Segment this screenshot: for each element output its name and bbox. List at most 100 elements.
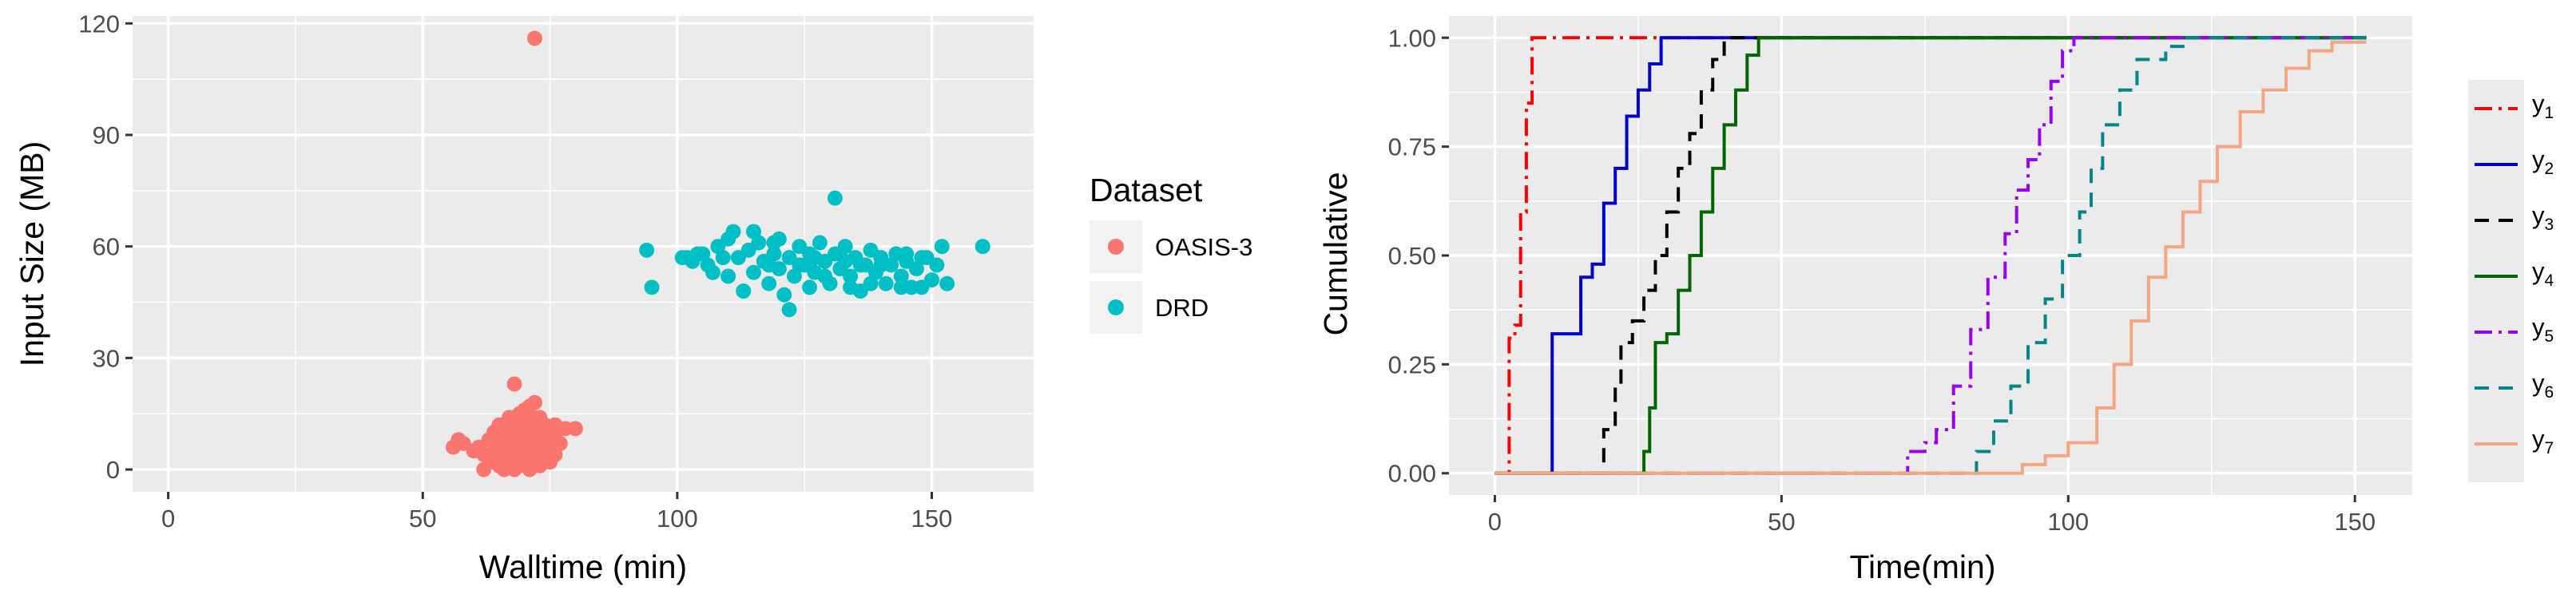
scatter-point bbox=[532, 450, 548, 466]
cdf-lines bbox=[1494, 36, 2367, 475]
scatter-point bbox=[720, 268, 736, 284]
cdf-x-tick-label: 50 bbox=[1768, 508, 1795, 536]
cdf-y-tick-label: 0.25 bbox=[1388, 350, 1436, 378]
cdf-x-axis-title: Time(min) bbox=[1850, 548, 1996, 585]
scatter-point bbox=[506, 376, 522, 392]
cdf-series-line bbox=[1494, 36, 2367, 475]
cdf-series-line bbox=[1494, 36, 2367, 475]
scatter-point bbox=[817, 268, 833, 284]
cdf-x-tick-label: 150 bbox=[2334, 508, 2376, 536]
scatter-point bbox=[781, 302, 797, 318]
scatter-point bbox=[745, 224, 761, 240]
scatter-y-tick-label: 0 bbox=[106, 456, 120, 484]
cdf-legend-label: y2 bbox=[2532, 145, 2554, 178]
scatter-point bbox=[837, 239, 853, 255]
scatter-point bbox=[522, 439, 538, 455]
scatter-point bbox=[567, 421, 583, 437]
scatter-point bbox=[878, 275, 894, 291]
scatter-point bbox=[893, 268, 909, 284]
scatter-point bbox=[827, 190, 843, 206]
cdf-legend-label: y7 bbox=[2532, 425, 2554, 457]
scatter-legend-title: Dataset bbox=[1090, 172, 1203, 208]
cdf-y-axis-title: Cumulative bbox=[1317, 172, 1354, 335]
cdf-legend-label-subscript: 1 bbox=[2545, 104, 2554, 122]
cdf-y-tick-label: 0.50 bbox=[1388, 242, 1436, 270]
scatter-point bbox=[776, 287, 792, 303]
scatter-points bbox=[445, 30, 990, 477]
cdf-legend-label: y5 bbox=[2532, 313, 2554, 346]
scatter-axes: 0 50 100 150 0 30 60 90 120 bbox=[78, 10, 952, 533]
cdf-legend-background bbox=[2468, 80, 2524, 482]
scatter-point bbox=[974, 239, 990, 255]
scatter-point bbox=[843, 268, 859, 284]
scatter-x-tick-label: 0 bbox=[161, 505, 175, 533]
cdf-series-line bbox=[1494, 36, 2367, 475]
cdf-x-tick-label: 100 bbox=[2047, 508, 2089, 536]
scatter-point bbox=[476, 461, 492, 477]
scatter-y-tick-label: 60 bbox=[93, 233, 120, 261]
scatter-point bbox=[705, 264, 721, 280]
scatter-point bbox=[736, 283, 752, 299]
scatter-point bbox=[526, 394, 542, 410]
scatter-point bbox=[893, 279, 909, 295]
cdf-legend-label: y6 bbox=[2532, 369, 2554, 402]
scatter-legend-marker bbox=[1108, 299, 1124, 315]
scatter-point bbox=[919, 250, 935, 266]
scatter-x-tick-label: 50 bbox=[409, 505, 436, 533]
scatter-point bbox=[761, 275, 777, 291]
cdf-y-tick-label: 0.00 bbox=[1388, 460, 1436, 488]
scatter-point bbox=[526, 30, 542, 46]
scatter-point bbox=[725, 224, 741, 240]
scatter-legend-label: DRD bbox=[1155, 294, 1209, 322]
cdf-legend-label-subscript: 4 bbox=[2545, 271, 2554, 290]
cdf-series-line bbox=[1494, 40, 2367, 475]
cdf-x-tick-label: 0 bbox=[1488, 508, 1502, 536]
scatter-point bbox=[807, 250, 823, 266]
scatter-point bbox=[802, 279, 818, 295]
scatter-x-tick-label: 100 bbox=[657, 505, 698, 533]
cdf-axes: 0 50 100 150 0.00 0.25 0.50 0.75 1.00 bbox=[1388, 24, 2376, 536]
scatter-point bbox=[863, 275, 879, 291]
cdf-y-tick-label: 0.75 bbox=[1388, 133, 1436, 161]
scatter-point bbox=[761, 257, 777, 273]
scatter-y-tick-label: 30 bbox=[93, 344, 120, 372]
scatter-point bbox=[502, 410, 518, 426]
cdf-legend-label: y3 bbox=[2532, 201, 2554, 234]
scatter-legend-label: OASIS-3 bbox=[1155, 233, 1252, 261]
cdf-legend-label: y4 bbox=[2532, 257, 2554, 290]
scatter-point bbox=[914, 279, 930, 295]
scatter-point bbox=[745, 264, 761, 280]
cdf-y-tick-label: 1.00 bbox=[1388, 24, 1436, 52]
scatter-point bbox=[674, 250, 690, 266]
scatter-point bbox=[843, 279, 859, 295]
cdf-legend-label-subscript: 7 bbox=[2545, 439, 2554, 457]
scatter-x-tick-label: 150 bbox=[911, 505, 953, 533]
scatter-y-tick-label: 90 bbox=[93, 121, 120, 149]
scatter-point bbox=[837, 253, 853, 269]
scatter-x-axis-title: Walltime (min) bbox=[479, 548, 687, 585]
scatter-point bbox=[644, 279, 660, 295]
scatter-point bbox=[639, 242, 655, 258]
cdf-legend-label-subscript: 2 bbox=[2545, 160, 2554, 178]
scatter-y-tick-label: 120 bbox=[78, 10, 120, 38]
cdf-legend-label: y1 bbox=[2532, 89, 2554, 122]
scatter-point bbox=[852, 257, 868, 273]
scatter-legend-marker bbox=[1108, 239, 1124, 255]
scatter-point bbox=[899, 246, 915, 262]
scatter-point bbox=[766, 235, 782, 251]
cdf-legend-label-subscript: 5 bbox=[2545, 327, 2554, 346]
scatter-point bbox=[552, 435, 568, 451]
cdf-series-line bbox=[1494, 36, 2367, 475]
scatter-panel: 0 50 100 150 0 30 60 90 120 Walltime (min) Input… bbox=[14, 10, 1252, 585]
scatter-point bbox=[496, 439, 512, 455]
scatter-y-axis-title: Input Size (MB) bbox=[14, 141, 50, 367]
scatter-point bbox=[792, 257, 808, 273]
scatter-point bbox=[715, 250, 731, 266]
cdf-legend-label-subscript: 6 bbox=[2545, 383, 2554, 402]
scatter-point bbox=[934, 239, 950, 255]
scatter-point bbox=[812, 235, 828, 251]
cdf-series-line bbox=[1494, 36, 2367, 475]
scatter-point bbox=[873, 257, 889, 273]
